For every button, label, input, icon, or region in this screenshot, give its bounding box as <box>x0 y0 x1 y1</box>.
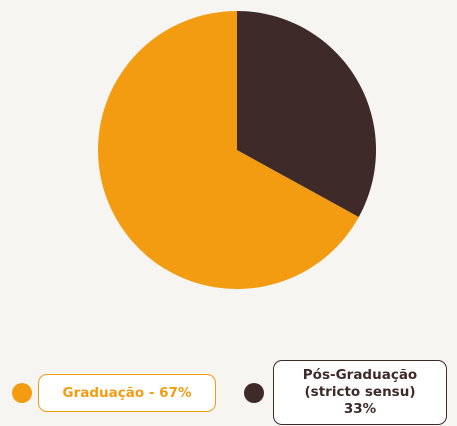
pie-slice <box>237 11 377 217</box>
legend-marker <box>12 383 32 403</box>
legend-label: Graduação - 67% <box>62 384 192 401</box>
pie-chart <box>98 11 377 290</box>
legend-label: Pós-Graduação (stricto sensu) 33% <box>302 367 418 417</box>
legend-box: Pós-Graduação (stricto sensu) 33% <box>273 360 447 425</box>
legend-box: Graduação - 67% <box>38 374 216 412</box>
pie-slice <box>98 11 359 290</box>
legend-marker <box>244 383 264 403</box>
